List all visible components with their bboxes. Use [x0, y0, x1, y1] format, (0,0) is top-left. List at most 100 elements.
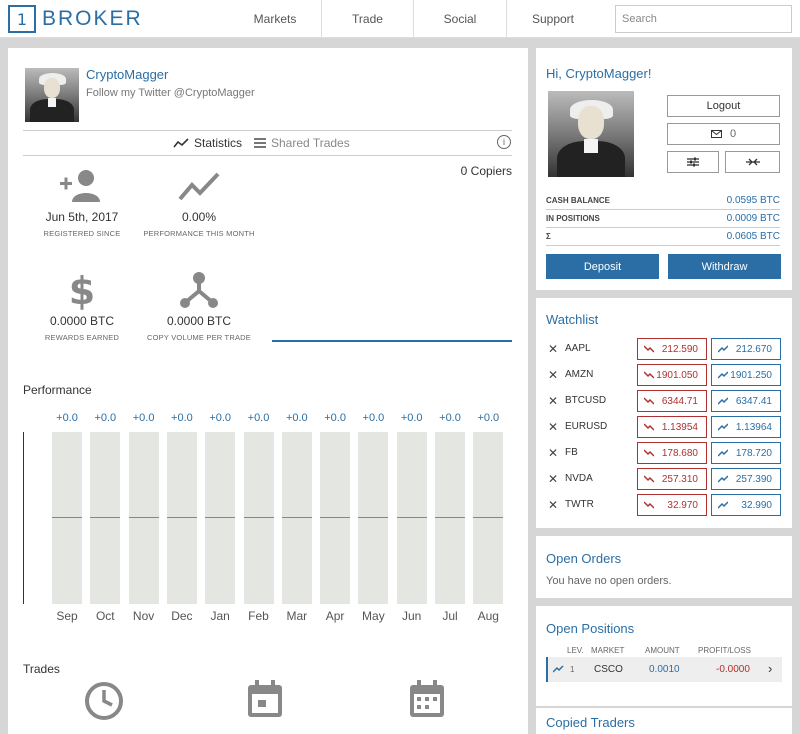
trend-down-icon: [644, 501, 654, 509]
copiers-count: 0 Copiers: [460, 164, 512, 178]
ask-price: 178.720: [735, 447, 772, 459]
col-market: MARKET: [591, 646, 625, 655]
chart-bar[interactable]: [128, 432, 159, 604]
chart-bar[interactable]: [281, 432, 312, 604]
watchlist-row: ✕ NVDA 257.310 257.390: [546, 468, 782, 490]
nav-support[interactable]: Support: [531, 11, 575, 26]
remove-icon[interactable]: ✕: [548, 498, 559, 512]
chart-data-label: +0.0: [477, 412, 500, 424]
buy-button[interactable]: 178.720: [711, 442, 781, 464]
logo-text: BROKER: [42, 7, 143, 30]
open-orders-panel: [536, 536, 792, 598]
chart-x-tick: Apr: [325, 609, 345, 623]
buy-button[interactable]: 1.13964: [711, 416, 781, 438]
ask-price: 6347.41: [735, 395, 772, 407]
tab-shared-trades[interactable]: Shared Trades: [254, 136, 350, 150]
balance-label: IN POSITIONS: [546, 214, 600, 223]
ask-price: 1901.250: [730, 369, 772, 381]
chart-data-label: +0.0: [94, 412, 117, 424]
watchlist-symbol: BTCUSD: [565, 395, 607, 406]
remove-icon[interactable]: ✕: [548, 472, 559, 486]
chart-bar[interactable]: [320, 432, 351, 604]
main-nav: Markets Trade Social Support: [229, 0, 599, 37]
logo-box: 1: [8, 5, 36, 33]
tab-statistics[interactable]: Statistics: [173, 136, 242, 150]
withdraw-button[interactable]: Withdraw: [668, 254, 781, 279]
nav-trade[interactable]: Trade: [322, 0, 414, 37]
buy-button[interactable]: 257.390: [711, 468, 781, 490]
chart-bar[interactable]: [90, 432, 121, 604]
remove-icon[interactable]: ✕: [548, 420, 559, 434]
remove-icon[interactable]: ✕: [548, 446, 559, 460]
settings-button[interactable]: [667, 151, 719, 173]
search-input[interactable]: [615, 5, 792, 33]
info-icon[interactable]: i: [497, 135, 511, 149]
sell-button[interactable]: 6344.71: [637, 390, 707, 412]
brand-logo[interactable]: 1 BROKER: [8, 5, 143, 33]
chart-bar[interactable]: [473, 432, 504, 604]
copy-volume-line: [272, 340, 512, 342]
trend-down-icon: [644, 345, 654, 353]
trend-down-icon: [644, 397, 654, 405]
trend-up-icon: [718, 475, 728, 483]
watchlist-symbol: AMZN: [565, 369, 594, 380]
sell-button[interactable]: 257.310: [637, 468, 707, 490]
nav-social[interactable]: Social: [414, 0, 507, 37]
chart-bar[interactable]: [396, 432, 427, 604]
trend-up-icon: [718, 345, 728, 353]
buy-button[interactable]: 1901.250: [711, 364, 781, 386]
position-lev: 1: [570, 665, 575, 674]
profile-name[interactable]: CryptoMagger: [86, 67, 169, 82]
deposit-button[interactable]: Deposit: [546, 254, 659, 279]
sell-button[interactable]: 32.970: [637, 494, 707, 516]
buy-button[interactable]: 6347.41: [711, 390, 781, 412]
remove-icon[interactable]: ✕: [548, 342, 559, 356]
trend-down-icon: [644, 371, 654, 379]
remove-icon[interactable]: ✕: [548, 394, 559, 408]
sell-button[interactable]: 1.13954: [637, 416, 707, 438]
sell-button[interactable]: 178.680: [637, 442, 707, 464]
messages-button[interactable]: 0: [667, 123, 780, 145]
sell-button[interactable]: 212.590: [637, 338, 707, 360]
chart-x-tick: Jan: [210, 609, 230, 623]
trend-up-icon: [553, 665, 564, 673]
chart-bar[interactable]: [435, 432, 465, 604]
balance-row-positions: IN POSITIONS 0.0009 BTC: [546, 210, 780, 228]
stat-registered-value: Jun 5th, 2017: [45, 210, 119, 224]
transfer-button[interactable]: [725, 151, 780, 173]
ask-price: 32.990: [741, 499, 772, 511]
watchlist-title: Watchlist: [546, 312, 599, 327]
bid-price: 178.680: [661, 447, 698, 459]
trend-up-icon: [718, 423, 728, 431]
chart-bar[interactable]: [243, 432, 274, 604]
trend-line-icon: [134, 164, 264, 208]
chart-bar[interactable]: [205, 432, 236, 604]
clock-icon: [84, 681, 124, 724]
chart-bar[interactable]: [52, 432, 82, 604]
watchlist-row: ✕ AAPL 212.590 212.670: [546, 338, 782, 360]
watchlist-row: ✕ TWTR 32.970 32.990: [546, 494, 782, 516]
watchlist-row: ✕ FB 178.680 178.720: [546, 442, 782, 464]
chart-bar[interactable]: [166, 432, 197, 604]
chevron-right-icon[interactable]: ›: [768, 661, 773, 676]
bid-price: 212.590: [661, 343, 698, 355]
trend-up-icon: [718, 371, 728, 379]
chart-bar[interactable]: [358, 432, 389, 604]
buy-button[interactable]: 32.990: [711, 494, 781, 516]
watchlist-symbol: AAPL: [565, 343, 591, 354]
chart-x-tick: Jun: [402, 609, 422, 623]
position-row[interactable]: 1 CSCO 0.0010 -0.0000 ›: [546, 657, 782, 682]
performance-title: Performance: [23, 383, 92, 397]
chart-data-label: +0.0: [209, 412, 232, 424]
logout-button[interactable]: Logout: [667, 95, 780, 117]
nav-markets[interactable]: Markets: [229, 0, 322, 37]
balance-value: 0.0595 BTC: [726, 195, 780, 206]
sell-button[interactable]: 1901.050: [637, 364, 707, 386]
remove-icon[interactable]: ✕: [548, 368, 559, 382]
chart-data-label: +0.0: [132, 412, 155, 424]
stat-registered-label: REGISTERED SINCE: [43, 229, 121, 238]
chart-bar-value-line: [166, 517, 197, 518]
chart-data-label: +0.0: [247, 412, 270, 424]
buy-button[interactable]: 212.670: [711, 338, 781, 360]
chart-line-icon: [173, 138, 189, 148]
